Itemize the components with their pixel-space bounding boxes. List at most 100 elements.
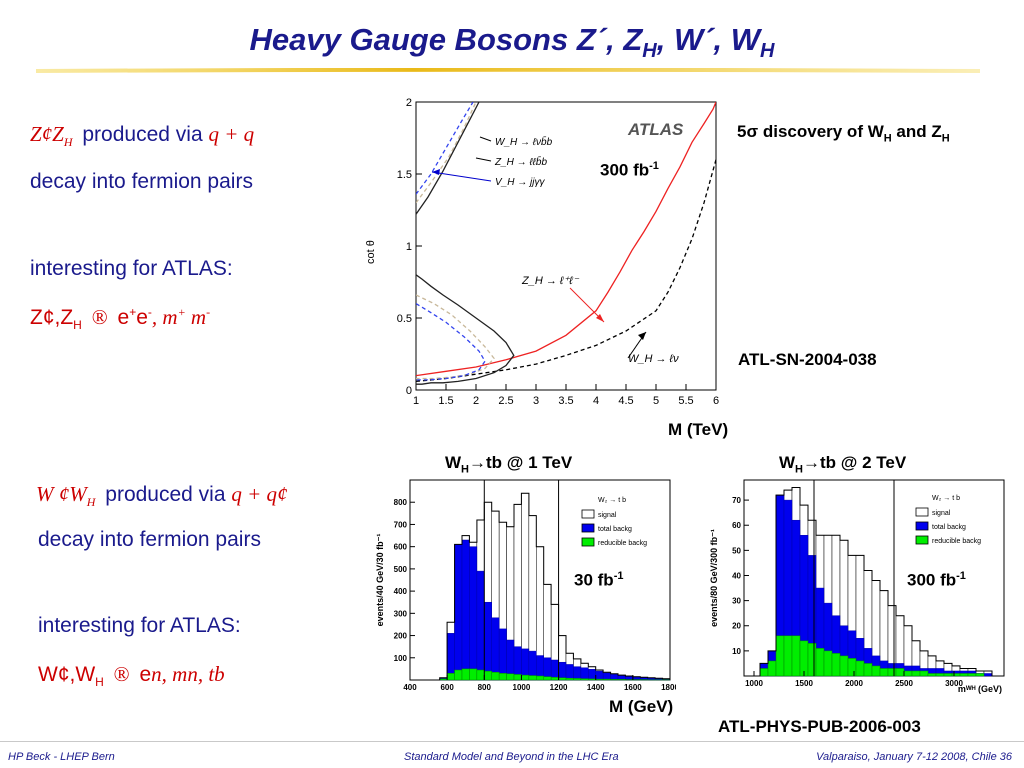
hl-reducible-bar [565,677,574,681]
hist-right-legend-title: W₂ → t b [932,495,960,502]
hr-y-tick-label: 60 [732,521,741,530]
top-x-tick-label: 4.5 [618,395,633,407]
top-upper-curve-2 [416,102,474,195]
footer-divider [0,741,1024,742]
hl-reducible-bar [528,675,537,681]
hl-reducible-bar [617,679,626,681]
bottom-right-title: WH→tb @ 2 TeV [779,453,907,476]
hl-reducible-bar [469,668,478,681]
hl-reducible-bar [580,678,589,681]
hl-x-tick-label: 800 [478,683,492,692]
hr-reducible-bar [927,673,937,677]
bottom-right-luminosity: 300 fb-1 [907,570,966,590]
hist-right-x-label: mᵂᴴ (GeV) [958,684,1002,694]
hr-reducible-bar [935,673,945,677]
top-series-line-3 [416,294,495,380]
slide-title: Heavy Gauge Bosons Z´, ZH, W´, WH [249,22,775,63]
bottom-left-histogram: events/40 GeV/30 fb⁻¹ 400 600 800 1000 1200 1… [375,479,676,692]
hl-y-tick-label: 600 [394,543,408,552]
top-x-tick-label: 3 [533,395,539,407]
hr-x-tick-label: 1500 [795,679,813,688]
hr-reducible-bar [775,635,785,677]
top-plot-frame [415,101,717,391]
top-y-tick-label: 0 [406,385,412,397]
top-y-tick-label: 2 [406,97,412,109]
w-decay-text: decay into fermion pairs [38,528,261,551]
hl-reducible-bar [498,673,507,681]
hl-backg-bar [558,661,567,681]
top-x-tick-label: 2 [473,395,479,407]
hr-signal-outline [744,487,1000,677]
atlas-logo: ATLAS [627,120,684,139]
hist-right-y-label: events/80 GeV/300 fb⁻¹ [709,529,719,627]
hl-backg-bar [565,664,574,681]
annotation-zh-ll: Z_H → ℓ⁺ℓ⁻ [521,275,580,287]
hr-reducible-bar [975,673,985,677]
hl-reducible-bar [461,668,470,681]
hr-reducible-bar [783,635,793,677]
bottom-left-luminosity: 30 fb-1 [574,570,624,590]
hl-reducible-bar [550,677,559,681]
hl-backg-bar [454,544,463,681]
hl-backg-bar [491,617,500,681]
top-series-line-2 [416,274,515,385]
hl-reducible-bar [543,676,552,681]
hr-reducible-bar [759,668,769,677]
hl-reducible-bar [513,674,522,681]
hist-left-legend: W₂ → t b signal total backg reducible ba… [581,497,647,547]
title-underline [36,68,980,73]
hr-reducible-bar [799,640,809,677]
hl-backg-bar [476,570,485,681]
hl-reducible-bar [610,679,619,681]
hl-backg-bar [595,670,604,681]
hl-y-tick-label: 700 [394,520,408,529]
hl-reducible-bar [536,675,544,681]
top-x-tick-label: 4 [593,395,599,407]
hr-y-tick-label: 30 [732,597,741,606]
hl-backg-bar [498,628,507,681]
footer-left: HP Beck - LHEP Bern [8,751,115,763]
hr-reducible-bar [767,660,777,677]
top-chart-discovery-reach: cot θ 1 1.5 2 2.5 3 3.5 4 4.5 5 5.5 6 0 0.5 1 1.5 2 W_H… [365,97,719,407]
hl-x-tick-label: 1600 [624,683,642,692]
hl-reducible-bar [573,678,582,681]
bottom-right-histogram: events/80 GeV/300 fb⁻¹ 1000 1500 2000 2500 3… [709,479,1005,694]
top-series-line-0 [416,102,716,377]
hr-x-tick-label: 3000 [945,679,963,688]
hr-reducible-bar [823,650,833,677]
hr-reducible-bar [967,673,977,677]
hl-reducible-bar [521,674,530,681]
hl-reducible-bar [558,677,567,681]
hr-reducible-bar [791,635,801,677]
top-x-tick-label: 1.5 [438,395,453,407]
hr-reducible-bar [879,668,889,677]
hl-y-tick-label: 200 [394,632,408,641]
hl-x-tick-label: 1200 [550,683,568,692]
hl-backg-bar [573,666,582,681]
hl-signal-outline [410,492,670,681]
hl-reducible-bar [602,678,611,681]
top-luminosity-label: 300 fb-1 [600,160,659,180]
hl-reducible-bar [491,671,500,681]
hr-y-tick-label: 70 [732,496,741,505]
top-x-tick-label: 5 [653,395,659,407]
hr-x-tick-label: 2000 [845,679,863,688]
hl-x-tick-label: 1000 [513,683,531,692]
annotation-wh-lnu: W_H → ℓν [628,353,679,365]
hist-right-legend-signal: signal [932,510,951,517]
hl-backg-bar [550,659,559,681]
footer-center: Standard Model and Beyond in the LHC Era [404,751,619,763]
discovery-label: 5σ discovery of WH and ZH [737,122,950,145]
top-x-tick-label: 6 [713,395,719,407]
top-y-tick-label: 1 [406,241,412,253]
hr-reducible-bar [919,670,929,677]
hr-reducible-bar [815,648,825,677]
hl-reducible-bar [595,678,604,681]
bottom-x-axis-label: M (GeV) [609,697,674,716]
hl-reducible-bar [446,673,455,681]
hist-left-legend-total: total backg [598,526,632,533]
hist-right-legend: W₂ → t b signal total backg reducible ba… [915,495,981,545]
bottom-reference-label: ATL-PHYS-PUB-2006-003 [718,717,921,736]
top-x-axis-label: M (TeV) [668,420,729,439]
hr-reducible-bar [847,658,857,677]
